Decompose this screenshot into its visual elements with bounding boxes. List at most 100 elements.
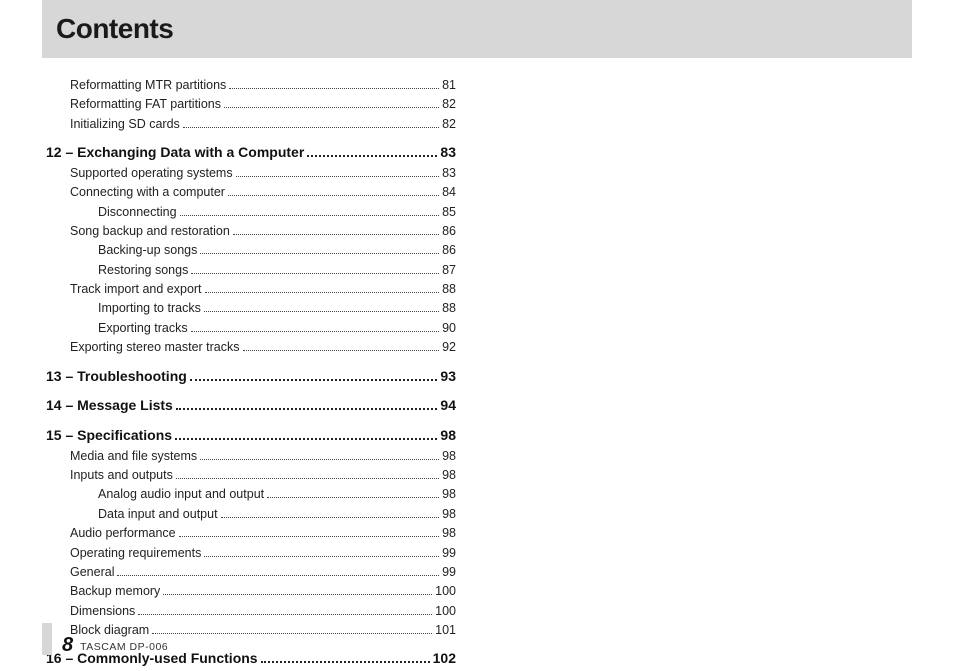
toc-entry-label: Backup memory (70, 582, 160, 601)
toc-entry-page: 99 (442, 544, 456, 563)
toc-entry-page: 90 (442, 319, 456, 338)
toc-entry: Operating requirements 99 (46, 544, 456, 563)
toc-entry-page: 98 (442, 485, 456, 504)
toc-leader-dots (307, 155, 437, 157)
toc-entry-label: Backing-up songs (98, 241, 197, 260)
toc-leader-dots (138, 614, 432, 615)
toc-entry-page: 98 (442, 505, 456, 524)
toc-entry: Exporting stereo master tracks 92 (46, 338, 456, 357)
toc-entry: Data input and output 98 (46, 505, 456, 524)
toc-leader-dots (243, 350, 440, 351)
toc-entry: Reformatting MTR partitions81 (46, 76, 456, 95)
toc-entry: Track import and export 88 (46, 280, 456, 299)
toc-entry: Song backup and restoration86 (46, 222, 456, 241)
header-bar: Contents (42, 0, 912, 58)
toc-entry: Inputs and outputs98 (46, 466, 456, 485)
toc-entry-label: Importing to tracks (98, 299, 201, 318)
toc-entry-label: Analog audio input and output (98, 485, 264, 504)
toc-leader-dots (191, 331, 439, 332)
toc-entry-page: 82 (442, 115, 456, 134)
toc-leader-dots (224, 107, 439, 108)
toc-entry-page: 98 (442, 447, 456, 466)
toc-leader-dots (190, 379, 438, 381)
toc-entry-label: Restoring songs (98, 261, 188, 280)
toc-entry: Backup memory 100 (46, 582, 456, 601)
toc-entry-page: 83 (442, 164, 456, 183)
toc-entry-label: Supported operating systems (70, 164, 233, 183)
toc-entry: Supported operating systems 83 (46, 164, 456, 183)
toc-entry-label: Operating requirements (70, 544, 201, 563)
toc-entry-page: 86 (442, 241, 456, 260)
toc-leader-dots (229, 88, 439, 89)
toc-leader-dots (267, 497, 439, 498)
table-of-contents: Reformatting MTR partitions81Reformattin… (46, 76, 456, 670)
toc-leader-dots (163, 594, 432, 595)
toc-entry-page: 88 (442, 280, 456, 299)
toc-entry: Restoring songs87 (46, 261, 456, 280)
toc-leader-dots (180, 215, 440, 216)
toc-entry-page: 82 (442, 95, 456, 114)
toc-entry-label: Track import and export (70, 280, 202, 299)
toc-entry: 14 – Message Lists 94 (46, 395, 456, 417)
toc-entry: Initializing SD cards 82 (46, 115, 456, 134)
toc-entry-page: 94 (440, 395, 456, 417)
toc-entry-label: Initializing SD cards (70, 115, 180, 134)
footer-product-name: TASCAM DP-006 (80, 641, 168, 655)
toc-leader-dots (204, 556, 439, 557)
toc-entry-page: 85 (442, 203, 456, 222)
toc-leader-dots (176, 408, 438, 410)
toc-entry-page: 102 (433, 648, 456, 670)
toc-entry-page: 92 (442, 338, 456, 357)
toc-leader-dots (175, 438, 437, 440)
toc-leader-dots (236, 176, 440, 177)
page-title: Contents (56, 13, 173, 45)
toc-entry-label: Dimensions (70, 602, 135, 621)
toc-entry-label: Exporting tracks (98, 319, 188, 338)
toc-leader-dots (261, 661, 430, 663)
toc-entry: Disconnecting 85 (46, 203, 456, 222)
toc-leader-dots (221, 517, 440, 518)
toc-entry-label: Reformatting MTR partitions (70, 76, 226, 95)
toc-entry-page: 84 (442, 183, 456, 202)
toc-entry-page: 101 (435, 621, 456, 640)
toc-leader-dots (183, 127, 439, 128)
toc-entry-label: Media and file systems (70, 447, 197, 466)
toc-entry-label: 12 – Exchanging Data with a Computer (46, 142, 304, 164)
toc-leader-dots (200, 253, 439, 254)
toc-entry: Importing to tracks 88 (46, 299, 456, 318)
toc-entry-label: Song backup and restoration (70, 222, 230, 241)
toc-entry: Audio performance98 (46, 524, 456, 543)
toc-leader-dots (117, 575, 439, 576)
footer-page-number: 8 (62, 635, 73, 655)
toc-leader-dots (205, 292, 440, 293)
toc-entry-label: Reformatting FAT partitions (70, 95, 221, 114)
toc-leader-dots (200, 459, 439, 460)
toc-entry-page: 88 (442, 299, 456, 318)
toc-entry-page: 100 (435, 582, 456, 601)
toc-entry: Media and file systems 98 (46, 447, 456, 466)
toc-entry: General99 (46, 563, 456, 582)
toc-entry-label: 13 – Troubleshooting (46, 366, 187, 388)
toc-entry-page: 98 (440, 425, 456, 447)
toc-entry: Analog audio input and output 98 (46, 485, 456, 504)
page-container: Contents Reformatting MTR partitions81Re… (42, 0, 912, 670)
toc-entry: Exporting tracks 90 (46, 319, 456, 338)
footer-tab (42, 623, 52, 655)
toc-entry: 12 – Exchanging Data with a Computer83 (46, 142, 456, 164)
toc-entry: Reformatting FAT partitions 82 (46, 95, 456, 114)
toc-entry-label: Data input and output (98, 505, 218, 524)
toc-leader-dots (176, 478, 439, 479)
toc-entry: Connecting with a computer 84 (46, 183, 456, 202)
toc-entry-label: 14 – Message Lists (46, 395, 173, 417)
toc-entry-label: Inputs and outputs (70, 466, 173, 485)
toc-entry-label: Exporting stereo master tracks (70, 338, 240, 357)
toc-leader-dots (179, 536, 439, 537)
toc-entry: 15 – Specifications98 (46, 425, 456, 447)
toc-leader-dots (228, 195, 439, 196)
toc-entry-page: 99 (442, 563, 456, 582)
toc-leader-dots (191, 273, 439, 274)
toc-entry-label: Connecting with a computer (70, 183, 225, 202)
toc-entry-page: 93 (440, 366, 456, 388)
toc-entry-label: Disconnecting (98, 203, 177, 222)
toc-entry-label: Audio performance (70, 524, 176, 543)
